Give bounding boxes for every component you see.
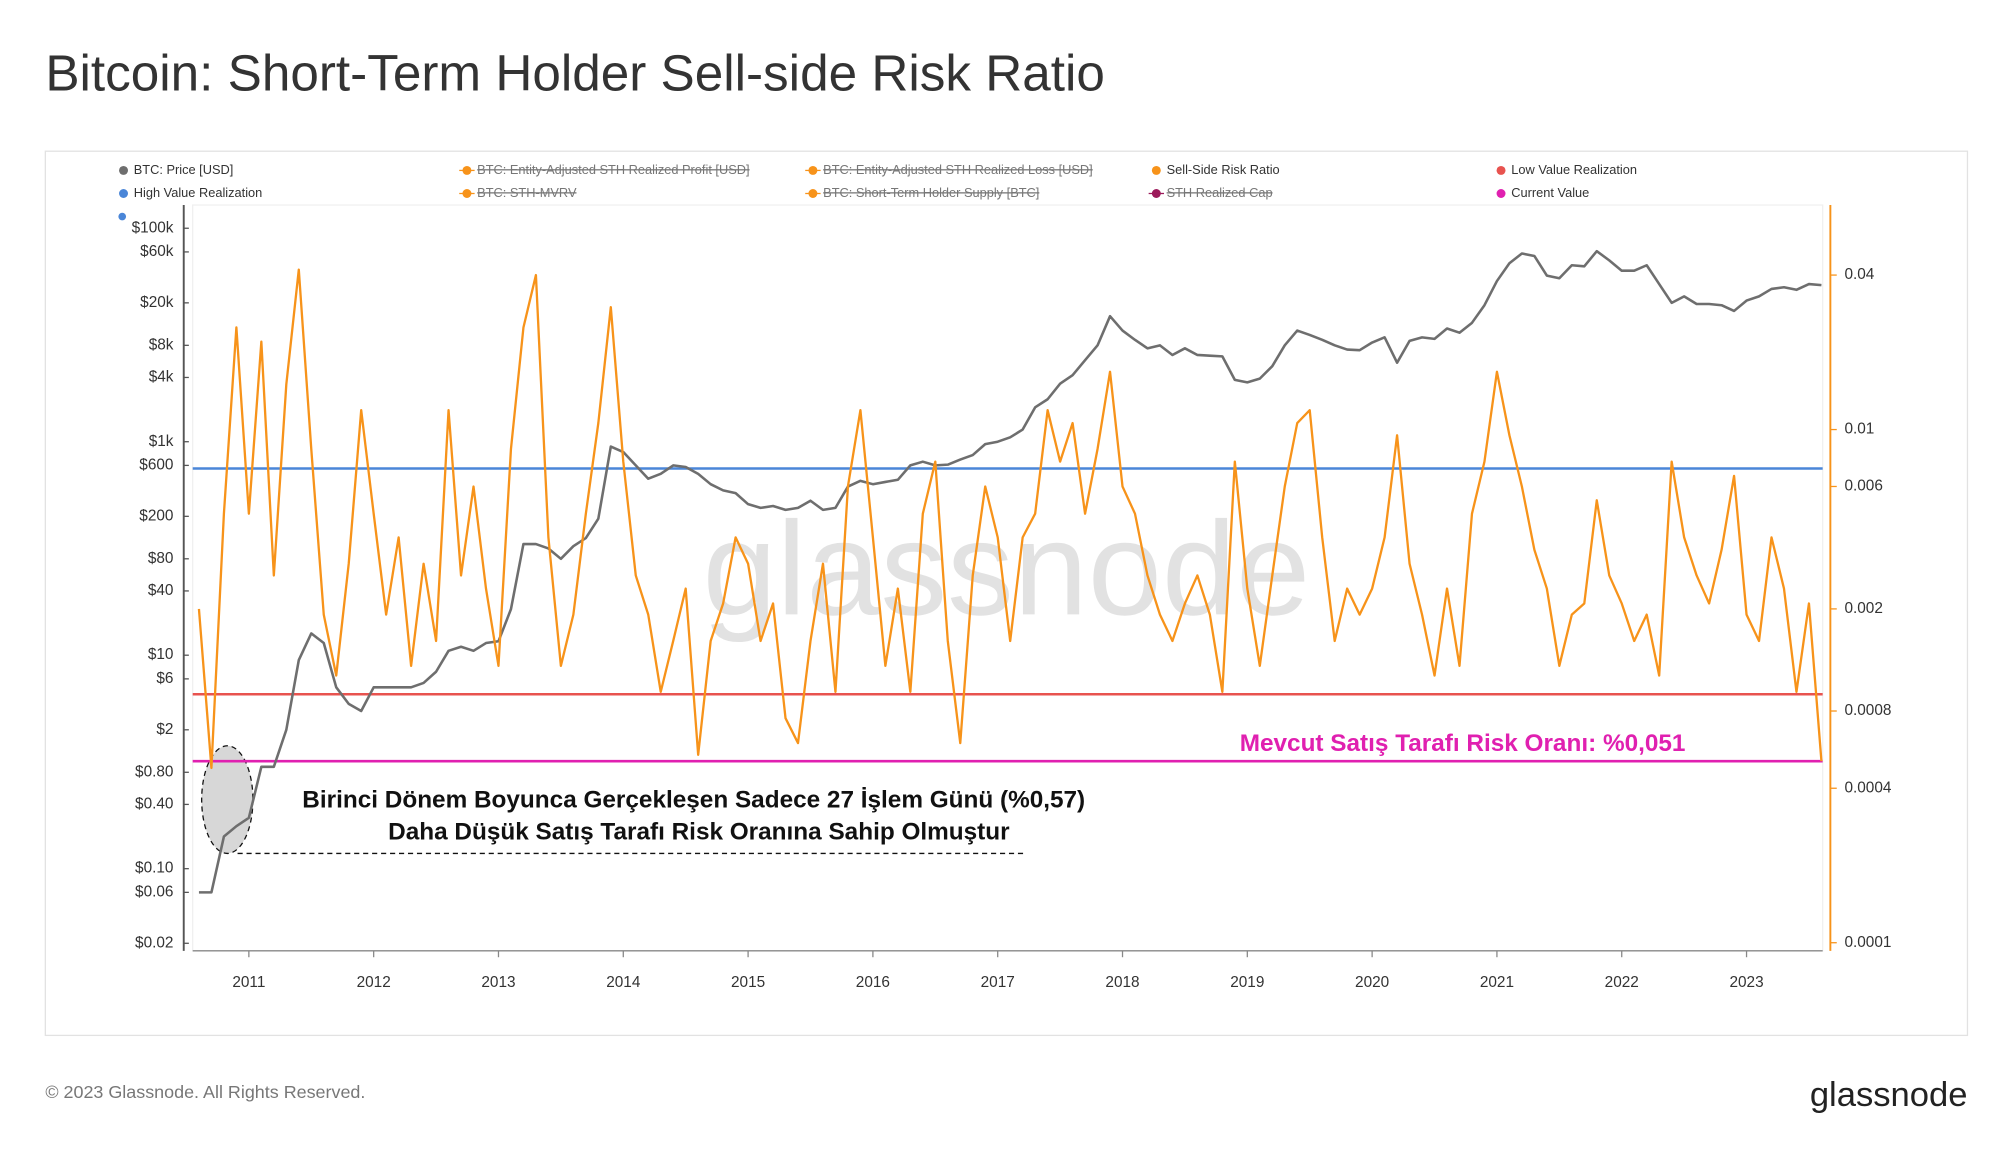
annotation: Daha Düşük Satış Tarafı Risk Oranına Sah… xyxy=(388,818,1010,845)
legend-label: BTC: Entity-Adjusted STH Realized Profit… xyxy=(477,162,749,177)
y-tick-label: $0.80 xyxy=(135,763,173,780)
x-tick-label: 2021 xyxy=(1480,974,1514,991)
legend-marker xyxy=(119,165,128,175)
legend-label: BTC: Price [USD] xyxy=(134,162,234,177)
x-tick-label: 2020 xyxy=(1355,974,1389,991)
x-tick-label: 2012 xyxy=(357,974,391,991)
legend-label: Sell-Side Risk Ratio xyxy=(1167,162,1280,177)
logo: glassnode xyxy=(1810,1076,1968,1114)
x-tick-label: 2014 xyxy=(606,974,641,991)
y-tick-label: $2 xyxy=(156,721,173,738)
x-tick-label: 2022 xyxy=(1605,974,1639,991)
current-value-label: Mevcut Satış Tarafı Risk Oranı: %0,051 xyxy=(1240,730,1686,757)
x-tick-label: 2013 xyxy=(481,974,515,991)
y-tick-label: $60k xyxy=(140,243,174,260)
legend-marker xyxy=(1496,165,1506,175)
y-tick-label: $6 xyxy=(156,670,173,687)
footer: © 2023 Glassnode. All Rights Reserved. xyxy=(45,1082,365,1102)
legend-marker xyxy=(119,189,128,198)
legend-label: BTC: Entity-Adjusted STH Realized Loss [… xyxy=(823,162,1093,177)
legend-label: BTC: Short-Term Holder Supply [BTC] xyxy=(823,185,1039,200)
y-tick-label: $10 xyxy=(148,646,174,663)
legend-label: STH Realized Cap xyxy=(1167,185,1273,200)
y-tick-label: $80 xyxy=(148,550,174,567)
y-tick-label: $600 xyxy=(139,456,173,473)
series-line xyxy=(198,249,1822,894)
y-tick-label: $200 xyxy=(139,507,173,524)
y-tick-label: $0.02 xyxy=(135,934,173,951)
y2-tick-label: 0.04 xyxy=(1844,266,1874,283)
watermark: glassnode xyxy=(703,494,1310,643)
chart-title: Bitcoin: Short-Term Holder Sell-side Ris… xyxy=(45,44,1105,101)
x-tick-label: 2015 xyxy=(731,974,765,991)
y-tick-label: $4k xyxy=(149,369,174,386)
y-tick-label: $40 xyxy=(148,582,174,599)
y-tick-label: $20k xyxy=(140,294,174,311)
x-tick-label: 2018 xyxy=(1105,974,1139,991)
legend-label: Low Value Realization xyxy=(1511,162,1637,177)
y2-tick-label: 0.0008 xyxy=(1844,702,1891,719)
y2-tick-label: 0.0004 xyxy=(1844,779,1891,796)
axis-marker xyxy=(118,212,127,221)
x-tick-label: 2011 xyxy=(232,974,265,991)
x-tick-label: 2023 xyxy=(1729,974,1763,991)
marks xyxy=(192,249,1823,894)
series-line xyxy=(197,268,1823,770)
y2-tick-label: 0.01 xyxy=(1844,421,1874,438)
y-tick-label: $100k xyxy=(132,219,174,236)
chart-frame xyxy=(44,150,1969,1037)
y-tick-label: $0.40 xyxy=(135,795,173,812)
x-tick-label: 2017 xyxy=(981,974,1015,991)
legend-label: BTC: STH-MVRV xyxy=(477,185,577,200)
x-tick-label: 2019 xyxy=(1230,974,1264,991)
x-tick-label: 2016 xyxy=(856,974,890,991)
y-tick-label: $1k xyxy=(149,433,174,450)
legend-marker xyxy=(1151,165,1161,175)
legend-label: Current Value xyxy=(1511,185,1589,200)
y2-tick-label: 0.002 xyxy=(1844,600,1882,617)
legend-label: High Value Realization xyxy=(134,185,263,200)
y-tick-label: $8k xyxy=(149,336,174,353)
y-tick-label: $0.10 xyxy=(135,860,173,877)
annotation: Birinci Dönem Boyunca Gerçekleşen Sadece… xyxy=(302,786,1085,813)
legend-marker xyxy=(1496,189,1506,198)
y2-tick-label: 0.0001 xyxy=(1844,934,1891,951)
y2-tick-label: 0.006 xyxy=(1844,478,1882,495)
y-tick-label: $0.06 xyxy=(135,883,173,900)
